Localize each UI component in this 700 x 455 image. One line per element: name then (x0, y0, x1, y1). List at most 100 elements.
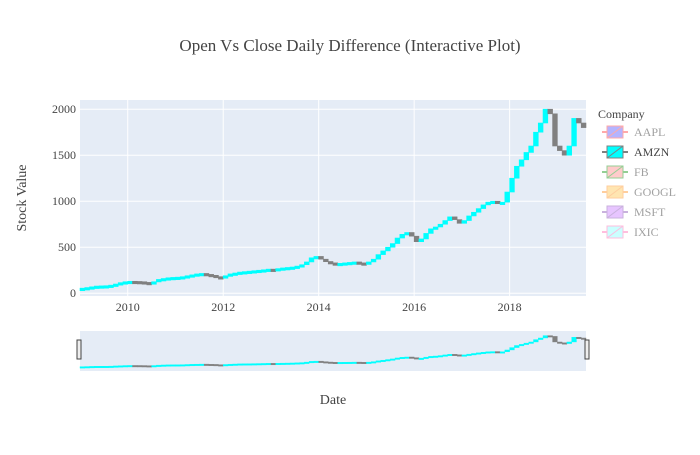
candle-increasing[interactable] (280, 267, 286, 271)
candle-increasing[interactable] (261, 269, 267, 273)
legend-item-ixic[interactable]: IXIC (602, 225, 659, 239)
legend-item-aapl[interactable]: AAPL (602, 125, 665, 139)
candle-decreasing[interactable] (332, 262, 339, 266)
candle-increasing[interactable] (289, 266, 296, 270)
candle-increasing[interactable] (337, 263, 343, 267)
candle-decreasing[interactable] (552, 113, 558, 147)
candle-increasing[interactable] (509, 177, 515, 193)
candle-increasing[interactable] (103, 285, 109, 289)
candle-increasing[interactable] (351, 261, 358, 265)
candle-increasing[interactable] (380, 250, 386, 255)
candle-decreasing[interactable] (318, 256, 324, 260)
candle-decreasing[interactable] (146, 282, 152, 286)
candle-increasing[interactable] (313, 256, 319, 260)
range-slider-left-handle[interactable] (76, 339, 82, 360)
candle-decreasing[interactable] (547, 108, 553, 115)
range-slider-background[interactable] (80, 331, 586, 371)
candle-increasing[interactable] (514, 165, 520, 179)
candle-increasing[interactable] (275, 268, 281, 272)
candle-increasing[interactable] (265, 268, 272, 272)
candle-increasing[interactable] (165, 277, 171, 281)
candle-decreasing[interactable] (141, 281, 148, 285)
candle-increasing[interactable] (127, 280, 133, 285)
candle-increasing[interactable] (461, 220, 467, 224)
candle-increasing[interactable] (304, 261, 310, 266)
candle-increasing[interactable] (189, 274, 195, 278)
candle-decreasing[interactable] (557, 145, 563, 151)
candle-increasing[interactable] (122, 281, 129, 285)
candle-increasing[interactable] (294, 265, 300, 269)
candle-increasing[interactable] (504, 191, 510, 203)
candle-increasing[interactable] (518, 159, 525, 167)
candle-increasing[interactable] (375, 254, 382, 260)
candle-increasing[interactable] (94, 285, 100, 289)
candle-increasing[interactable] (394, 237, 401, 244)
candle-increasing[interactable] (490, 200, 496, 205)
candle-decreasing[interactable] (132, 280, 138, 285)
candle-increasing[interactable] (537, 122, 544, 133)
candle-decreasing[interactable] (576, 118, 582, 124)
candle-decreasing[interactable] (456, 219, 463, 224)
candle-decreasing[interactable] (203, 273, 210, 277)
candle-increasing[interactable] (151, 281, 157, 285)
candle-increasing[interactable] (347, 262, 353, 266)
candle-decreasing[interactable] (356, 261, 362, 265)
candle-increasing[interactable] (466, 215, 472, 221)
candle-decreasing[interactable] (413, 235, 420, 243)
legend-item-googl[interactable]: GOOGL (602, 185, 676, 199)
candle-decreasing[interactable] (327, 261, 334, 265)
candle-increasing[interactable] (428, 228, 434, 234)
candle-decreasing[interactable] (580, 122, 587, 128)
candle-increasing[interactable] (242, 271, 248, 275)
candle-increasing[interactable] (117, 282, 124, 286)
candle-increasing[interactable] (566, 145, 572, 156)
candle-increasing[interactable] (442, 220, 448, 225)
candle-increasing[interactable] (571, 118, 577, 147)
candle-increasing[interactable] (184, 275, 191, 279)
candle-decreasing[interactable] (218, 276, 224, 280)
legend-item-amzn[interactable]: AMZN (602, 145, 670, 159)
candle-decreasing[interactable] (270, 268, 277, 272)
candle-increasing[interactable] (170, 277, 176, 281)
candle-increasing[interactable] (113, 283, 119, 287)
range-slider-right-handle[interactable] (584, 339, 590, 360)
candle-increasing[interactable] (542, 108, 549, 124)
candle-increasing[interactable] (246, 270, 253, 274)
candle-increasing[interactable] (475, 208, 482, 213)
candle-increasing[interactable] (98, 285, 105, 289)
candle-increasing[interactable] (222, 275, 229, 279)
candle-increasing[interactable] (447, 216, 453, 221)
candle-increasing[interactable] (194, 273, 200, 277)
candle-decreasing[interactable] (323, 258, 329, 262)
candle-increasing[interactable] (399, 234, 405, 239)
legend-item-fb[interactable]: FB (602, 165, 649, 179)
candle-increasing[interactable] (389, 243, 396, 248)
candle-increasing[interactable] (108, 284, 114, 288)
candle-increasing[interactable] (528, 145, 534, 153)
candle-increasing[interactable] (160, 278, 167, 282)
candle-increasing[interactable] (404, 232, 410, 236)
candle-decreasing[interactable] (409, 232, 415, 237)
candle-increasing[interactable] (385, 246, 391, 252)
candle-decreasing[interactable] (213, 274, 219, 279)
candle-increasing[interactable] (308, 257, 315, 263)
candle-increasing[interactable] (179, 276, 186, 280)
candle-increasing[interactable] (84, 287, 90, 291)
candle-increasing[interactable] (499, 201, 506, 205)
candle-increasing[interactable] (299, 264, 305, 268)
candle-increasing[interactable] (284, 267, 291, 271)
candle-increasing[interactable] (480, 204, 487, 209)
candle-increasing[interactable] (156, 279, 162, 283)
candle-increasing[interactable] (370, 258, 377, 263)
candle-decreasing[interactable] (361, 262, 367, 266)
candle-increasing[interactable] (237, 271, 243, 275)
candle-increasing[interactable] (423, 233, 429, 240)
candle-increasing[interactable] (79, 287, 86, 291)
legend-item-msft[interactable]: MSFT (602, 205, 666, 219)
candle-increasing[interactable] (251, 270, 257, 274)
candle-increasing[interactable] (485, 201, 491, 206)
candle-increasing[interactable] (523, 152, 530, 161)
candle-increasing[interactable] (342, 262, 348, 266)
candle-increasing[interactable] (256, 269, 262, 274)
candle-increasing[interactable] (471, 211, 477, 217)
